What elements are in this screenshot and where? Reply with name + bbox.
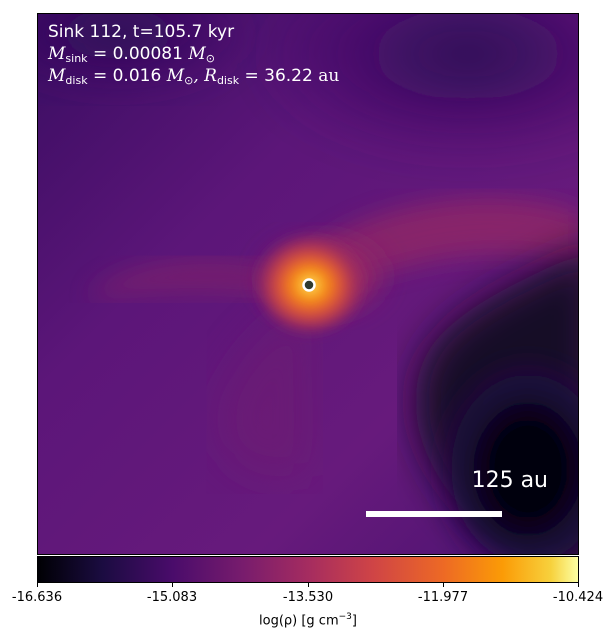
sink-mass-unit: M: [188, 44, 206, 64]
colorbar-label-exponent: −3: [338, 612, 352, 622]
colorbar-tick-label: -15.083: [146, 590, 198, 605]
colorbar-tick-label: -16.636: [11, 590, 63, 605]
colorbar-tick: [172, 583, 173, 587]
colorbar: [37, 556, 579, 583]
density-map: Sink 112, t=105.7 kyr Msink = 0.00081 M⊙…: [37, 13, 579, 555]
sink-mass-symbol: M: [48, 44, 66, 64]
disk-mass-value: = 0.016: [87, 66, 167, 86]
sink-title-text: Sink 112, t=105.7 kyr: [48, 22, 235, 42]
density-image: [38, 14, 578, 554]
scale-bar: [366, 511, 502, 517]
colorbar-tick: [37, 583, 38, 587]
colorbar-tick: [578, 583, 579, 587]
disk-mass-symbol: M: [48, 66, 66, 86]
sink-mass-sub: sink: [65, 52, 88, 65]
sink-mass-value: = 0.00081: [87, 44, 189, 64]
disk-mass-sub: disk: [65, 74, 88, 87]
colorbar-tick: [443, 583, 444, 587]
disk-radius-value: = 36.22: [239, 66, 319, 86]
sink-mass-line: Msink = 0.00081 M⊙: [48, 44, 215, 69]
sink-title: Sink 112, t=105.7 kyr: [48, 22, 234, 42]
disk-mass-unit: M: [166, 66, 185, 86]
colorbar-label-suffix: ]: [351, 613, 357, 629]
colorbar-label-prefix: log(ρ) [g cm: [259, 613, 339, 629]
sink-marker: [302, 278, 316, 292]
scale-bar-label: 125 au: [471, 468, 548, 493]
colorbar-tick-label: -11.977: [417, 590, 469, 605]
colorbar-tick-label: -10.424: [552, 590, 604, 605]
disk-radius-sub: disk: [216, 74, 240, 87]
colorbar-tick-label: -13.530: [282, 590, 334, 605]
sink-mass-unit-sub: ⊙: [205, 52, 215, 65]
disk-radius-unit: au: [318, 66, 340, 86]
colorbar-label: log(ρ) [g cm−3]: [259, 612, 357, 628]
disk-radius-symbol: , R: [193, 66, 217, 86]
colorbar-tick: [308, 583, 309, 587]
disk-line: Mdisk = 0.016 M⊙, Rdisk = 36.22 au: [48, 66, 339, 91]
disk-mass-unit-sub: ⊙: [184, 74, 194, 87]
